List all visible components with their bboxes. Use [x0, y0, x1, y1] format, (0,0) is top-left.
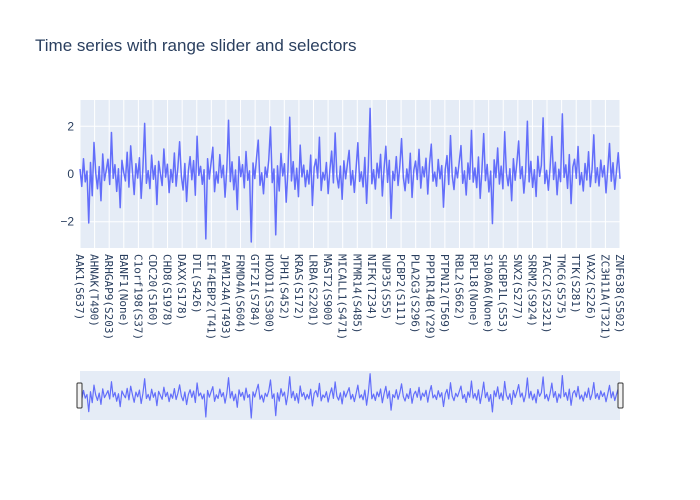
- x-tick-label: PCBP2(S111): [394, 254, 407, 327]
- range-slider-series: [79, 373, 621, 419]
- x-tick-label: SNX2(S277): [511, 254, 524, 320]
- y-tick-label: 0: [67, 167, 74, 181]
- range-slider-handle-right[interactable]: [617, 382, 624, 409]
- x-tick-label: MAST2(S900): [321, 254, 334, 327]
- x-tick-label: GTF2I(S784): [248, 254, 261, 327]
- range-slider-handle-left[interactable]: [76, 382, 83, 409]
- x-tick-label: S100A6(None): [482, 254, 495, 333]
- range-slider[interactable]: [76, 371, 624, 420]
- x-tick-label: TMC6(S575): [555, 254, 568, 320]
- x-tick-label: EIF4EBP2(T41): [204, 254, 217, 340]
- x-tick-label: BANF1(None): [117, 254, 130, 327]
- x-tick-label: VAX2(S226): [584, 254, 597, 320]
- x-tick-label: HOXD11(S300): [263, 254, 276, 333]
- x-tick-label: ZC3H11A(T321): [598, 254, 611, 340]
- x-tick-label: MICALL1(S471): [336, 254, 349, 340]
- x-tick-label: NIFK(T234): [365, 254, 378, 320]
- x-tick-label: MTMR14(S485): [350, 254, 363, 333]
- x-tick-label: C1orf198(S37): [131, 254, 144, 340]
- x-tick-label: SHCBP1L(S53): [496, 254, 509, 333]
- x-tick-label: RBL2(S662): [452, 254, 465, 320]
- x-tick-label: JPH1(S452): [277, 254, 290, 320]
- x-tick-label: FRMD4A(S604): [234, 254, 247, 333]
- x-tick-label: TACC2(S2321): [540, 254, 553, 333]
- x-tick-label: NUP35(S55): [379, 254, 392, 320]
- x-tick-labels: AAK1(S637) AHNAK(T490) ARHGAP9(S203) BANF1(…: [73, 254, 626, 340]
- series-main: [79, 107, 621, 243]
- x-tick-label: RPL18(None): [467, 254, 480, 327]
- x-tick-label: ARHGAP9(S203): [102, 254, 115, 340]
- x-tick-label: AHNAK(T490): [88, 254, 101, 327]
- x-tick-label: PLA2G3(S296): [409, 254, 422, 333]
- x-tick-label: KRAS(S172): [292, 254, 305, 320]
- series-line: [79, 107, 621, 243]
- chart-title: Time series with range slider and select…: [35, 36, 357, 55]
- x-tick-label: PTPN12(T569): [438, 254, 451, 333]
- x-tick-label: LRBA(S2201): [307, 254, 320, 327]
- x-tick-label: ZNF638(S502): [613, 254, 626, 333]
- y-tick-label: 2: [67, 119, 74, 133]
- x-tick-label: DAXX(S178): [175, 254, 188, 320]
- x-tick-label: CHD8(S1978): [161, 254, 174, 327]
- y-tick-labels: −2 0 2: [60, 119, 74, 228]
- x-tick-label: CDC20(S160): [146, 254, 159, 327]
- x-tick-label: AAK1(S637): [73, 254, 86, 320]
- x-tick-label: TTK(S281): [569, 254, 582, 314]
- y-tick-label: −2: [60, 215, 74, 229]
- x-tick-label: DTL(S426): [190, 254, 203, 314]
- x-tick-label: FAM124A(T493): [219, 254, 232, 340]
- x-tick-label: PPP1R14B(Y29): [423, 254, 436, 340]
- x-tick-label: SRRM2(S924): [525, 254, 538, 327]
- range-slider-line: [79, 373, 621, 419]
